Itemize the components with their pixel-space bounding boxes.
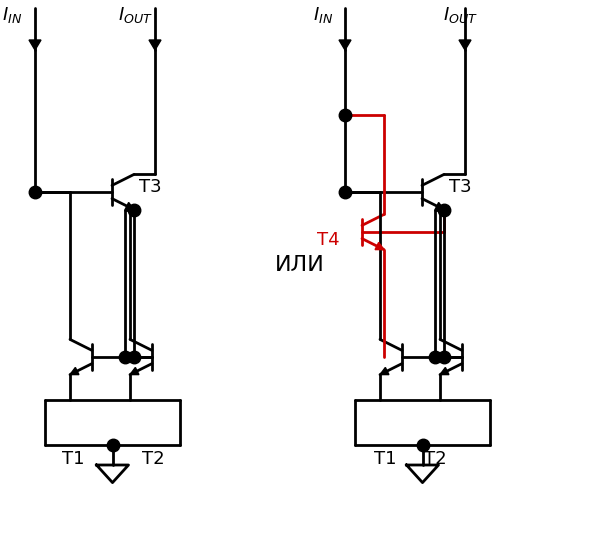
Polygon shape: [70, 368, 79, 374]
Text: $I_{OUT}$: $I_{OUT}$: [118, 5, 153, 25]
Text: T3: T3: [139, 178, 161, 196]
Polygon shape: [375, 242, 384, 249]
Text: T4: T4: [317, 231, 340, 249]
Polygon shape: [380, 368, 389, 374]
Polygon shape: [339, 40, 351, 50]
Polygon shape: [125, 203, 134, 210]
Polygon shape: [440, 368, 449, 374]
Polygon shape: [130, 368, 139, 374]
Text: $I_{IN}$: $I_{IN}$: [313, 5, 333, 25]
Polygon shape: [459, 40, 471, 50]
Polygon shape: [29, 40, 41, 50]
Text: T3: T3: [449, 178, 472, 196]
Text: T1: T1: [374, 450, 396, 468]
Polygon shape: [149, 40, 161, 50]
Text: ИЛИ: ИЛИ: [275, 255, 325, 275]
Polygon shape: [435, 203, 444, 210]
Text: $I_{OUT}$: $I_{OUT}$: [443, 5, 478, 25]
Text: $I_{IN}$: $I_{IN}$: [2, 5, 22, 25]
Text: T2: T2: [424, 450, 446, 468]
Text: T1: T1: [62, 450, 84, 468]
Text: T2: T2: [142, 450, 164, 468]
